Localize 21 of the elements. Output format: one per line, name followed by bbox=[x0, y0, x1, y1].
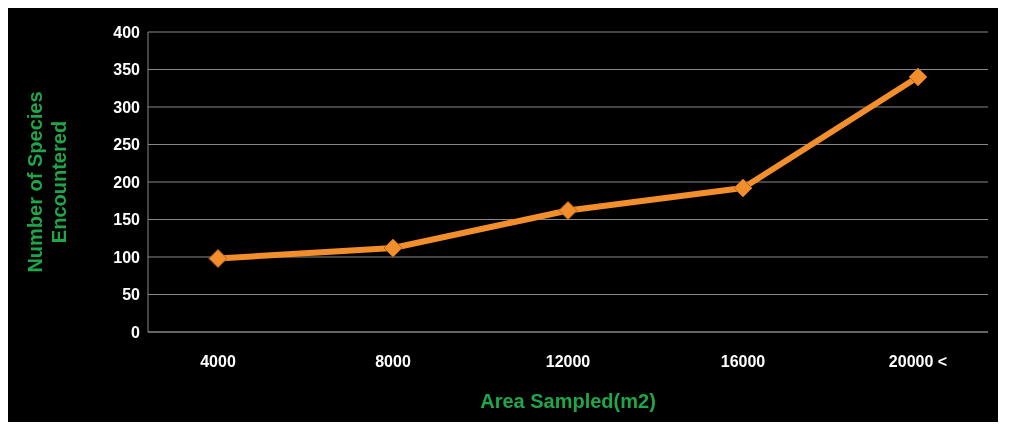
point bbox=[383, 238, 403, 258]
y-tick-label: 100 bbox=[113, 248, 141, 266]
y-tick-label: 400 bbox=[113, 23, 141, 41]
x-tick-label: 20000 < bbox=[888, 353, 948, 371]
y-tick-label: 50 bbox=[122, 286, 141, 304]
point bbox=[733, 178, 753, 198]
y-tick-label: 150 bbox=[113, 211, 141, 229]
x-tick-label: 4000 bbox=[200, 353, 236, 371]
y-tick-label: 350 bbox=[113, 61, 141, 79]
x-tick-label: 16000 bbox=[720, 353, 766, 371]
y-axis-title: Number of Species Encountered bbox=[24, 91, 70, 273]
x-tick-label: 8000 bbox=[375, 353, 411, 371]
point bbox=[558, 201, 578, 220]
x-tick-label: 12000 bbox=[545, 353, 591, 371]
y-tick-label: 300 bbox=[113, 98, 141, 116]
point bbox=[908, 67, 928, 87]
y-tick-label: 0 bbox=[131, 323, 141, 341]
point bbox=[208, 249, 228, 268]
y-tick-label: 200 bbox=[113, 173, 141, 191]
x-axis-title: Area Sampled(m2) bbox=[480, 390, 656, 412]
y-tick-label: 250 bbox=[113, 136, 141, 154]
